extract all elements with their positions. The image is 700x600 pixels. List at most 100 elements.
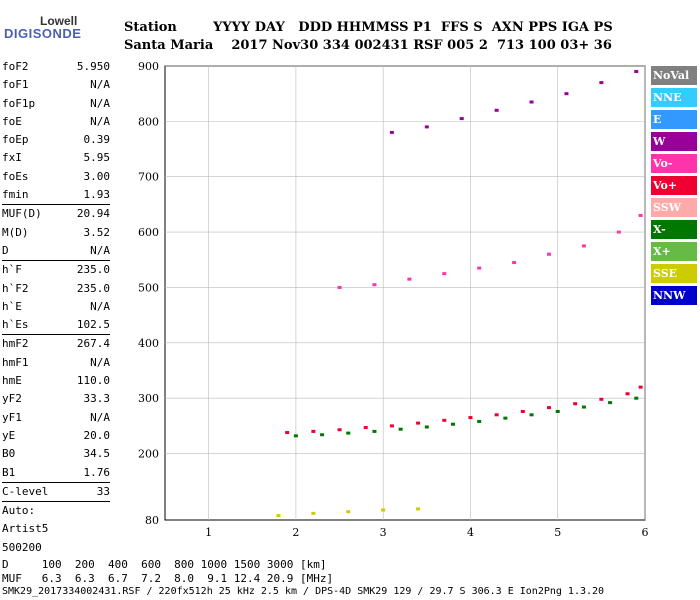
data-point	[407, 277, 412, 281]
param-value: N/A	[90, 355, 110, 369]
data-point	[398, 427, 403, 431]
data-point	[442, 418, 447, 422]
param-row: fxI 5.95	[2, 149, 110, 167]
param-value: 235.0	[76, 281, 110, 295]
param-row: h`Es 102.5	[2, 316, 110, 334]
param-row: h`F 235.0	[2, 261, 110, 279]
data-point	[638, 213, 643, 217]
data-point	[625, 392, 630, 396]
param-row: h`E N/A	[2, 298, 110, 316]
param-row: h`F2 235.0	[2, 280, 110, 298]
y-tick-label: 800	[138, 115, 159, 128]
param-value: N/A	[90, 410, 110, 424]
data-point	[599, 81, 604, 85]
param-row: foE N/A	[2, 113, 110, 131]
param-key: h`F	[2, 263, 22, 277]
y-tick-label: 400	[138, 337, 159, 350]
data-point	[608, 401, 613, 405]
muf-row: MUF 6.3 6.3 6.7 7.2 8.0 9.1 12.4 20.9 [M…	[2, 572, 334, 585]
param-row: hmE 110.0	[2, 372, 110, 390]
x-tick-label: 2	[292, 526, 299, 539]
legend-item: SSE	[651, 264, 697, 283]
data-point	[459, 117, 464, 121]
param-key: foF1p	[2, 96, 36, 110]
logo-digisonde: DIGISONDE	[4, 26, 82, 41]
param-separator	[2, 501, 110, 503]
y-tick-label: 200	[138, 448, 159, 461]
param-key: Auto:	[2, 504, 36, 518]
data-point	[616, 230, 621, 234]
data-point	[372, 429, 377, 433]
param-key: Artist5	[2, 522, 49, 536]
param-value: 110.0	[76, 374, 110, 388]
data-point	[416, 507, 421, 511]
param-value: 267.4	[76, 337, 110, 351]
legend-item: W	[651, 132, 697, 151]
legend-item: NNW	[651, 286, 697, 305]
data-point	[477, 419, 482, 423]
param-row: hmF1 N/A	[2, 354, 110, 372]
param-key: hmF1	[2, 355, 29, 369]
data-point	[416, 421, 421, 425]
y-tick-label: 500	[138, 281, 159, 294]
x-tick-label: 4	[467, 526, 474, 539]
param-value: N/A	[90, 299, 110, 313]
logo-lowell: Lowell	[40, 14, 78, 28]
data-point	[581, 405, 586, 409]
data-point	[564, 92, 569, 96]
param-row: foF1p N/A	[2, 95, 110, 113]
param-row: MUF(D) 20.94	[2, 205, 110, 223]
data-point	[547, 252, 551, 256]
param-row: yF2 33.3	[2, 390, 110, 408]
data-point	[520, 409, 525, 413]
param-value: 5.95	[83, 151, 111, 165]
param-key: 500200	[2, 540, 42, 554]
data-point	[381, 508, 386, 512]
param-key: foEp	[2, 133, 29, 147]
param-key: foF2	[2, 60, 29, 73]
data-point	[529, 100, 534, 104]
param-value: 1.93	[83, 188, 111, 202]
legend-item: E	[651, 110, 697, 129]
data-point	[638, 385, 643, 389]
legend-item: Vo+	[651, 176, 697, 195]
param-value: N/A	[90, 114, 110, 128]
param-row: foF2 5.950	[2, 58, 110, 76]
param-value: 34.5	[83, 447, 111, 461]
param-key: h`Es	[2, 318, 29, 332]
param-value: 3.52	[83, 225, 111, 239]
param-key: hmF2	[2, 337, 29, 351]
data-point	[442, 272, 447, 276]
param-row: hmF2 267.4	[2, 335, 110, 353]
legend-item: SSW	[651, 198, 697, 217]
param-key: foEs	[2, 169, 29, 183]
x-tick-label: 5	[554, 526, 561, 539]
data-point	[634, 396, 639, 400]
param-value: 1.76	[83, 465, 111, 479]
param-key: D	[2, 243, 9, 257]
data-point	[346, 431, 351, 435]
data-point	[285, 431, 290, 435]
param-key: M(D)	[2, 225, 29, 239]
param-row: foF1 N/A	[2, 76, 110, 94]
y-tick-label: 600	[138, 226, 159, 239]
param-row: Auto:	[2, 502, 110, 520]
param-value: 102.5	[76, 318, 110, 332]
param-key: h`F2	[2, 281, 29, 295]
header-row-values: Santa Maria 2017 Nov30 334 002431 RSF 00…	[124, 38, 612, 53]
param-separator	[2, 260, 110, 262]
param-row: Artist5	[2, 520, 110, 538]
data-point	[494, 413, 499, 417]
param-value: 20.0	[83, 428, 111, 442]
param-key: fxI	[2, 151, 22, 165]
param-value: 235.0	[76, 263, 110, 277]
param-key: MUF(D)	[2, 207, 42, 221]
param-separator	[2, 481, 110, 483]
data-point	[512, 261, 517, 265]
param-key: yE	[2, 428, 16, 442]
param-key: hmE	[2, 374, 22, 388]
data-point	[468, 416, 473, 420]
header-row-labels: Station YYYY DAY DDD HHMMSS P1 FFS S AXN…	[124, 20, 613, 35]
param-value: 33	[96, 484, 110, 498]
param-row: foEp 0.39	[2, 131, 110, 149]
